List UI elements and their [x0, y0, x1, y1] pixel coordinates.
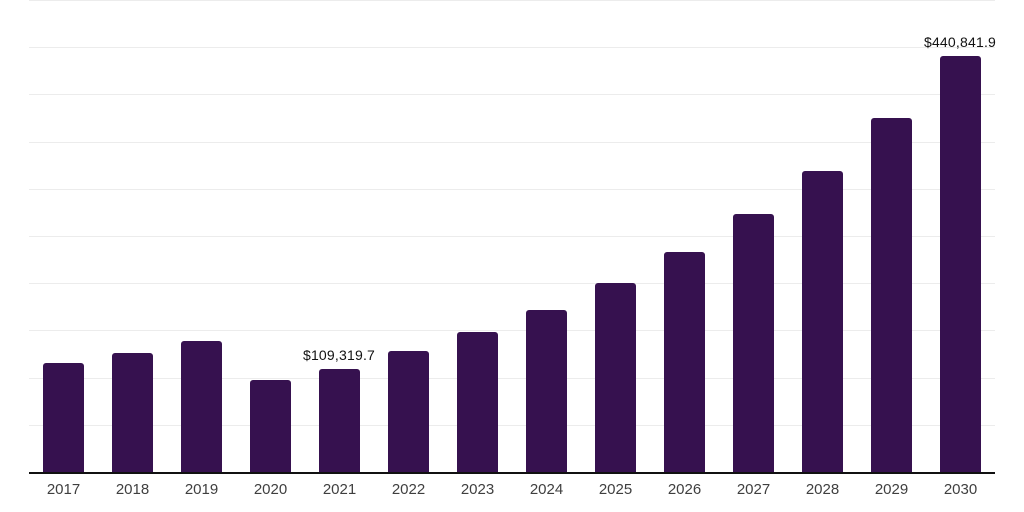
x-tick-2021: 2021	[322, 481, 357, 498]
bar-group-2021: $109,319.7	[302, 0, 376, 472]
x-tick-2030: 2030	[943, 481, 978, 498]
gridline	[29, 377, 995, 379]
bar-2020[interactable]	[250, 380, 291, 472]
bar-2017[interactable]	[43, 362, 84, 472]
x-tick-2025: 2025	[598, 481, 633, 498]
x-tick-2026: 2026	[667, 481, 702, 498]
bar-group-2030: $440,841.9	[923, 0, 997, 472]
bar-2022[interactable]	[388, 350, 429, 472]
bar-2023[interactable]	[457, 332, 498, 472]
bar-group-2026	[650, 0, 719, 472]
x-tick-2023: 2023	[460, 481, 495, 498]
bar-2025[interactable]	[595, 283, 636, 472]
bar-2018[interactable]	[112, 353, 153, 472]
plot-area: $109,319.7 $440,841.9	[29, 0, 997, 474]
bar-2024[interactable]	[526, 309, 567, 472]
bar-2028[interactable]	[802, 170, 843, 472]
bar-group-2023	[443, 0, 512, 472]
gridline	[29, 47, 995, 49]
gridline	[29, 283, 995, 285]
bar-group-2020	[236, 0, 305, 472]
x-tick-2020: 2020	[253, 481, 288, 498]
x-tick-2029: 2029	[874, 481, 909, 498]
gridline	[29, 236, 995, 237]
x-tick-2028: 2028	[805, 481, 840, 498]
x-tick-2017: 2017	[46, 481, 81, 498]
gridline	[29, 188, 995, 190]
bar-group-2025	[581, 0, 650, 472]
bar-group-2028	[788, 0, 857, 472]
bar-2030[interactable]	[940, 55, 981, 472]
x-tick-2027: 2027	[736, 481, 771, 498]
x-tick-2022: 2022	[391, 481, 426, 498]
bar-2027[interactable]	[733, 214, 774, 472]
x-tick-2019: 2019	[184, 481, 219, 498]
x-axis-labels: 2017 2018 2019 2020 2021 2022 2023 2024 2025 2026…	[29, 481, 995, 503]
bar-2019[interactable]	[181, 341, 222, 472]
gridline	[29, 94, 995, 96]
bar-2021[interactable]	[319, 368, 360, 472]
bar-group-2017	[29, 0, 98, 472]
bar-group-2018	[98, 0, 167, 472]
gridline	[29, 330, 995, 332]
bar-2026[interactable]	[664, 252, 705, 472]
gridline	[29, 424, 995, 426]
gridline	[29, 141, 995, 143]
x-tick-2018: 2018	[115, 481, 150, 498]
data-label-2030: $440,841.9	[923, 33, 997, 50]
bar-group-2022	[374, 0, 443, 472]
data-label-2021: $109,319.7	[302, 346, 376, 363]
bar-2029[interactable]	[871, 118, 912, 472]
bar-group-2024	[512, 0, 581, 472]
bar-group-2029	[857, 0, 926, 472]
bar-group-2027	[719, 0, 788, 472]
gridline	[29, 0, 995, 1]
bar-group-2019	[167, 0, 236, 472]
x-tick-2024: 2024	[529, 481, 564, 498]
